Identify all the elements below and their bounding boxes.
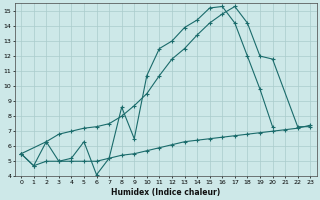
X-axis label: Humidex (Indice chaleur): Humidex (Indice chaleur) xyxy=(111,188,220,197)
